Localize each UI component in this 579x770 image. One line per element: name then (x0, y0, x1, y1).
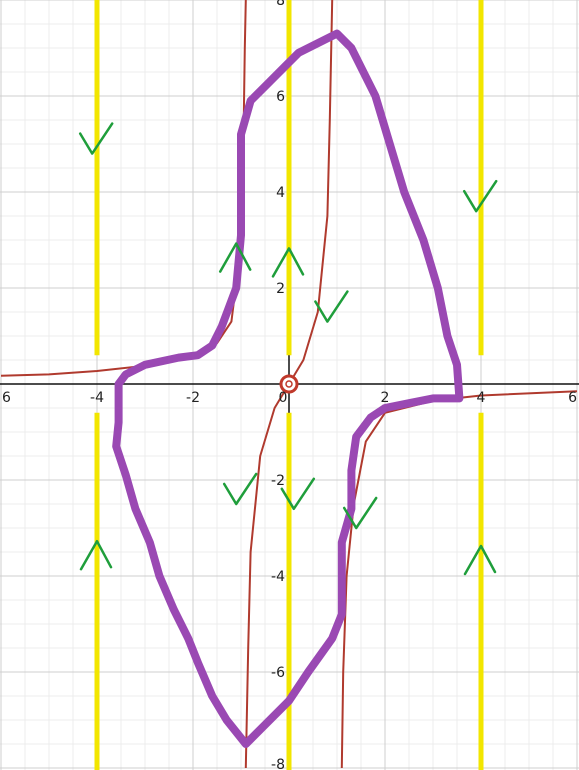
y-tick-label: -4 (271, 569, 285, 585)
x-tick-label: 0 (279, 390, 288, 406)
y-tick-label: 2 (276, 281, 285, 297)
purple-freehand-loop (112, 29, 464, 748)
x-tick-label: 6 (568, 390, 577, 406)
x-tick-label: -4 (90, 390, 104, 406)
curve-branch (340, 390, 578, 769)
purple-annotation-stroke (112, 29, 464, 748)
green-check-mark (280, 477, 316, 511)
green-caret-mark (218, 242, 252, 273)
x-tick-label: 2 (381, 390, 390, 406)
x-tick-label: 4 (477, 390, 486, 406)
y-tick-label: 6 (276, 89, 285, 105)
open-point-marker (279, 374, 299, 394)
open-point-layer (279, 374, 299, 394)
y-tick-label: 8 (276, 0, 285, 9)
green-check-mark (314, 290, 349, 323)
green-annotation-marks (78, 122, 498, 576)
open-point-inner (285, 380, 293, 388)
green-check-mark (222, 472, 258, 506)
y-tick-label: 4 (276, 185, 285, 201)
green-caret-mark (79, 539, 113, 571)
x-tick-label: -2 (186, 390, 200, 406)
y-tick-label: -2 (271, 473, 285, 489)
green-caret-mark (463, 544, 497, 576)
x-tick-label: 6 (2, 390, 11, 406)
green-check-mark (78, 122, 114, 155)
green-caret-mark (271, 247, 305, 278)
green-check-mark (342, 496, 378, 530)
y-tick-label: -6 (271, 665, 285, 681)
y-tick-label: -8 (271, 757, 285, 770)
green-check-mark (462, 179, 498, 213)
curve-branch (0, 0, 247, 377)
